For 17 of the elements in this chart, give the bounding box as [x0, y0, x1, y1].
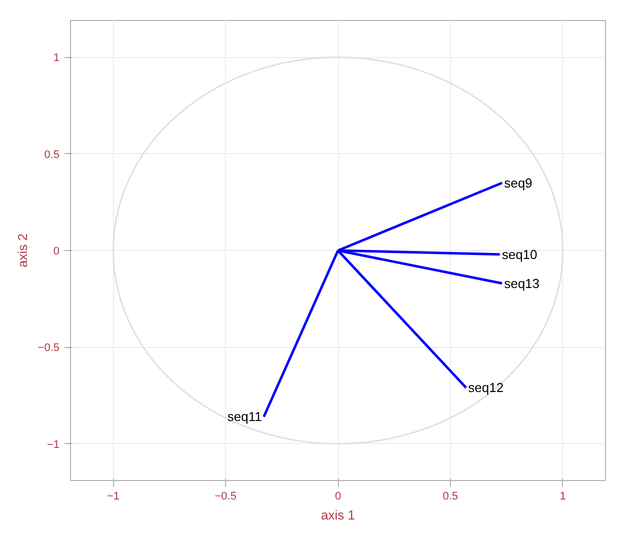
y-tick-label: −0.5 — [38, 342, 60, 354]
series-label: seq12 — [468, 380, 504, 396]
series-label: seq13 — [504, 276, 540, 291]
y-tick-label: 0 — [53, 246, 60, 258]
x-tick-label: 1 — [560, 490, 566, 502]
series-label: seq9 — [504, 175, 532, 190]
series-label: seq10 — [502, 246, 538, 262]
y-axis-title: axis 2 — [14, 234, 30, 268]
series-label: seq11 — [227, 409, 262, 424]
x-tick-label: 0.5 — [442, 490, 458, 502]
x-axis-title: axis 1 — [321, 508, 355, 522]
y-tick-label: −1 — [46, 438, 60, 451]
y-tick-label: 1 — [53, 52, 60, 64]
x-tick-label: 0 — [334, 490, 342, 502]
y-tick-label: 0.5 — [44, 148, 60, 161]
x-tick-label: −1 — [106, 490, 120, 502]
x-tick-label: −0.5 — [214, 490, 236, 502]
